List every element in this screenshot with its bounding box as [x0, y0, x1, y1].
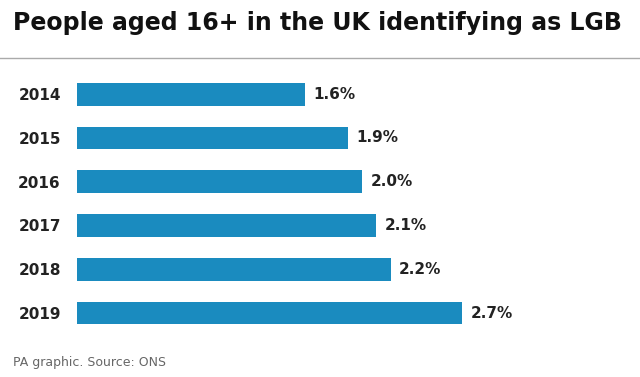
- Text: 2.2%: 2.2%: [399, 262, 442, 277]
- Bar: [77, 170, 362, 193]
- Text: 2.7%: 2.7%: [470, 305, 513, 320]
- Bar: [77, 258, 390, 280]
- Text: PA graphic. Source: ONS: PA graphic. Source: ONS: [13, 357, 166, 369]
- Text: 1.9%: 1.9%: [356, 130, 398, 146]
- Bar: [77, 83, 305, 106]
- Text: 2.0%: 2.0%: [371, 174, 413, 189]
- Text: 1.6%: 1.6%: [314, 87, 356, 102]
- Bar: [77, 214, 376, 237]
- Bar: [77, 127, 348, 149]
- Text: 2.1%: 2.1%: [385, 218, 427, 233]
- Bar: [77, 302, 462, 325]
- Text: People aged 16+ in the UK identifying as LGB: People aged 16+ in the UK identifying as…: [13, 11, 621, 35]
